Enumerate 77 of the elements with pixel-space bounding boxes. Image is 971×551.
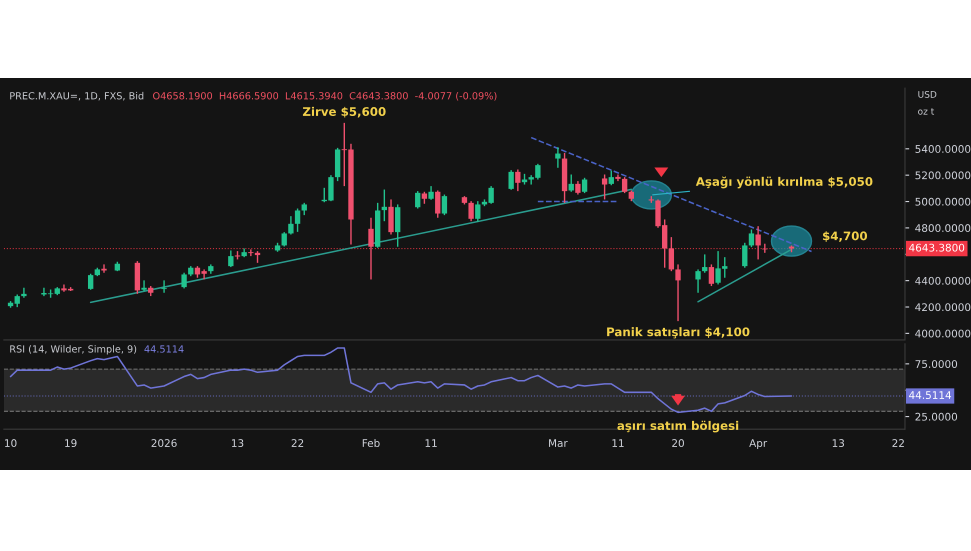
candlestick bbox=[428, 185, 434, 201]
candlestick bbox=[695, 268, 701, 294]
candlestick bbox=[302, 202, 307, 216]
candlestick bbox=[668, 236, 674, 272]
y-tick-label: 25.0000 bbox=[915, 412, 958, 421]
candlestick bbox=[622, 176, 628, 194]
annotation: Panik satışları $4,100 bbox=[607, 327, 750, 338]
candlestick bbox=[188, 265, 194, 277]
chart-title: RSI (14, Wilder, Simple, 9) bbox=[10, 345, 136, 355]
candlestick bbox=[161, 280, 167, 294]
x-tick-label: 13 bbox=[232, 439, 244, 448]
candlestick bbox=[475, 200, 480, 223]
candlestick bbox=[628, 190, 634, 202]
ref-line-label: 44.5114 bbox=[909, 391, 952, 400]
y-tick-label: 5200.0000 bbox=[916, 171, 970, 180]
candlestick bbox=[422, 191, 428, 204]
chart-title: PREC.M.XAU=, 1D, FXS, Bid bbox=[10, 92, 144, 100]
candlestick bbox=[675, 264, 681, 322]
x-tick-label: 20 bbox=[672, 439, 684, 448]
x-tick-label: 13 bbox=[832, 439, 844, 448]
x-tick-label: 22 bbox=[892, 439, 904, 447]
x-tick-label: 2026 bbox=[152, 439, 177, 448]
candlestick bbox=[508, 169, 514, 190]
candlestick bbox=[282, 231, 287, 248]
y-tick-label: 4000.0000 bbox=[915, 330, 970, 338]
y-tick-label: 5400.0000 bbox=[916, 145, 970, 153]
candlestick bbox=[762, 243, 768, 254]
candlestick bbox=[648, 195, 654, 204]
candlestick bbox=[555, 146, 561, 168]
candlestick bbox=[114, 261, 120, 272]
annotation: Zirve $5,600 bbox=[302, 106, 386, 118]
candlestick bbox=[21, 287, 27, 298]
y-tick-label: 4800.0000 bbox=[915, 224, 970, 232]
candlestick bbox=[755, 225, 761, 260]
candlestick bbox=[442, 194, 448, 216]
x-tick-label: Mar bbox=[549, 439, 568, 448]
candlestick bbox=[435, 190, 440, 218]
candlestick bbox=[582, 177, 588, 194]
candlestick bbox=[468, 200, 474, 222]
candlestick bbox=[181, 272, 187, 290]
x-tick-label: 22 bbox=[292, 439, 304, 447]
candlestick bbox=[748, 228, 754, 248]
candlestick bbox=[742, 242, 748, 268]
x-tick-label: Feb bbox=[362, 438, 380, 448]
candlestick bbox=[208, 264, 214, 274]
candlestick bbox=[568, 174, 574, 192]
y-tick-label: 5000.0000 bbox=[916, 198, 970, 206]
annotation: aşırı satım bölgesi bbox=[617, 420, 738, 432]
candlestick bbox=[148, 285, 154, 297]
candlestick bbox=[608, 170, 614, 186]
y-tick-label: 75.0000 bbox=[916, 360, 958, 368]
candlestick bbox=[88, 273, 94, 290]
candlestick bbox=[368, 217, 374, 280]
annotation: Aşağı yönlü kırılma $5,050 bbox=[696, 176, 872, 188]
x-tick-label: 19 bbox=[65, 439, 77, 448]
text: USD bbox=[918, 91, 936, 98]
candlestick bbox=[702, 254, 708, 274]
chart-subtitle: O4658.1900 H4666.5900 L4615.3940 C4643.3800 -4.0077 (-0.09%) bbox=[153, 92, 496, 101]
candlestick bbox=[575, 180, 581, 196]
candlestick bbox=[415, 190, 420, 210]
annotation: 44.5114 bbox=[144, 345, 184, 353]
y-tick-label: 4400.0000 bbox=[915, 276, 970, 285]
text: oz t bbox=[918, 108, 934, 115]
x-tick-label: 11 bbox=[612, 439, 624, 447]
candlestick bbox=[288, 215, 294, 236]
ref-line-label: 4643.3800 bbox=[909, 244, 964, 252]
x-tick-label: 10 bbox=[5, 439, 16, 448]
annotation: $4,700 bbox=[822, 231, 868, 242]
candlestick bbox=[708, 264, 714, 287]
x-tick-label: 11 bbox=[426, 439, 437, 447]
candlestick bbox=[602, 174, 608, 200]
x-tick-label: Apr bbox=[749, 439, 768, 450]
candlestick bbox=[515, 168, 521, 192]
candlestick bbox=[382, 188, 388, 222]
candlestick bbox=[228, 250, 234, 268]
y-tick-label: 4200.0000 bbox=[915, 303, 970, 312]
candlestick bbox=[294, 208, 300, 233]
